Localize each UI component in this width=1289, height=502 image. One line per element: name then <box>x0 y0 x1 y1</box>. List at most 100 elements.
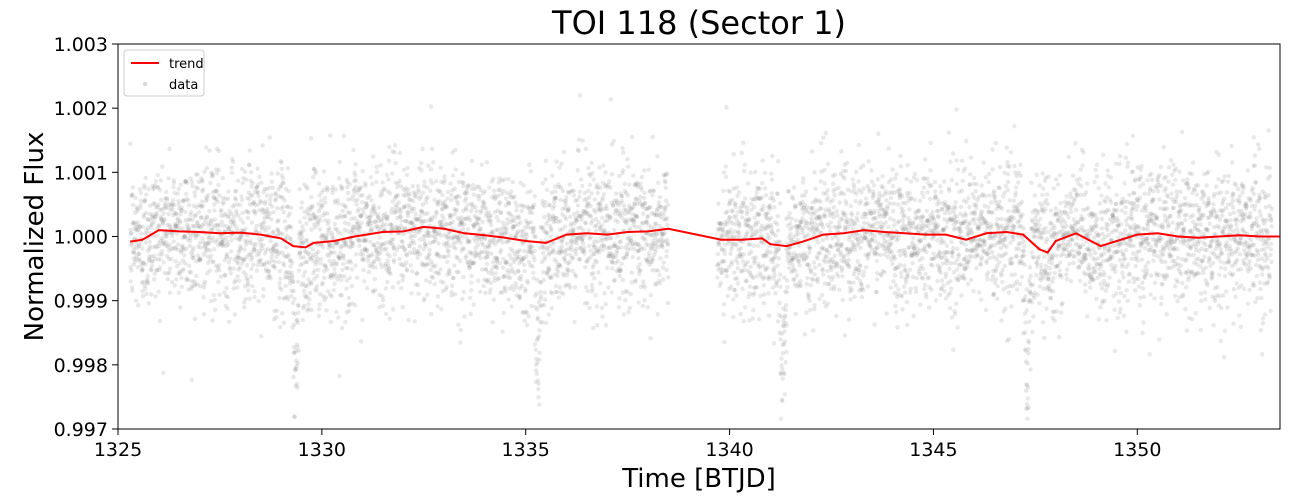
data-point <box>140 246 145 251</box>
data-point <box>372 258 377 264</box>
data-point <box>372 207 377 212</box>
data-point <box>182 234 187 239</box>
data-point <box>267 135 272 140</box>
data-point <box>875 245 880 250</box>
data-point <box>1019 199 1025 204</box>
data-point <box>888 195 894 201</box>
data-point <box>665 216 670 221</box>
data-point <box>170 206 175 212</box>
data-point <box>312 276 317 281</box>
data-point <box>596 270 601 275</box>
data-point <box>330 190 335 196</box>
data-point <box>189 279 195 284</box>
data-point <box>231 220 237 225</box>
data-point <box>556 295 562 300</box>
data-point <box>279 287 284 292</box>
data-point <box>409 291 414 296</box>
data-point <box>216 243 221 248</box>
data-point <box>395 184 400 190</box>
data-point <box>392 150 397 155</box>
data-point <box>296 348 301 353</box>
data-point <box>538 294 544 299</box>
data-point <box>892 273 898 278</box>
data-point <box>353 178 358 183</box>
data-point <box>312 215 317 220</box>
data-point <box>225 224 230 229</box>
data-point <box>382 247 387 252</box>
data-point <box>215 199 220 205</box>
data-point <box>311 258 316 264</box>
data-point <box>464 253 469 259</box>
data-point <box>348 238 353 243</box>
data-point <box>184 246 189 252</box>
data-point <box>902 213 907 218</box>
data-point <box>208 217 213 223</box>
data-point <box>619 211 624 216</box>
data-point <box>273 198 278 203</box>
data-point <box>290 260 295 265</box>
data-point <box>289 275 295 280</box>
data-point <box>544 187 550 193</box>
data-point <box>1022 330 1028 335</box>
data-point <box>270 247 275 252</box>
data-point <box>355 219 360 224</box>
data-point <box>880 174 885 179</box>
data-point <box>286 270 292 275</box>
data-point <box>852 185 857 190</box>
data-point <box>922 282 928 287</box>
data-point <box>225 239 230 244</box>
data-point <box>1022 298 1027 303</box>
data-point <box>284 269 289 274</box>
data-point <box>247 197 252 202</box>
data-point <box>886 146 891 151</box>
data-point <box>942 289 947 294</box>
data-point <box>203 249 208 254</box>
data-point <box>145 248 151 253</box>
data-point <box>929 287 934 292</box>
data-point <box>954 158 959 163</box>
data-point <box>394 225 400 230</box>
data-point <box>974 182 979 187</box>
data-point <box>204 214 210 219</box>
data-point <box>585 288 590 294</box>
data-point <box>380 294 385 299</box>
data-point <box>228 271 234 276</box>
data-point <box>180 226 185 231</box>
data-point <box>641 279 646 284</box>
data-point <box>260 237 265 242</box>
data-point <box>843 168 849 174</box>
data-point <box>396 206 402 211</box>
data-point <box>491 188 497 193</box>
data-point <box>465 227 471 232</box>
data-point <box>556 269 561 275</box>
data-point <box>266 273 271 278</box>
data-point <box>987 255 992 261</box>
data-point <box>146 301 151 306</box>
data-point <box>369 209 374 214</box>
data-point <box>300 261 305 266</box>
data-point <box>268 211 273 216</box>
data-point <box>400 239 405 244</box>
data-point <box>332 221 338 227</box>
data-point <box>411 241 417 246</box>
data-point <box>171 178 176 183</box>
data-point <box>824 236 830 241</box>
data-point <box>822 181 827 186</box>
data-point <box>1019 274 1024 280</box>
data-point <box>593 293 598 298</box>
data-point <box>855 211 860 216</box>
data-point <box>211 225 216 231</box>
data-point <box>242 169 248 175</box>
data-point <box>898 270 904 275</box>
data-point <box>750 275 756 281</box>
data-point <box>321 232 326 238</box>
data-point <box>191 232 196 237</box>
data-point <box>214 223 220 228</box>
data-point <box>286 188 291 194</box>
data-point <box>598 185 603 190</box>
data-point <box>665 202 670 207</box>
data-point <box>604 206 609 212</box>
data-point <box>227 267 232 272</box>
data-point <box>232 280 237 285</box>
data-point <box>346 295 352 301</box>
